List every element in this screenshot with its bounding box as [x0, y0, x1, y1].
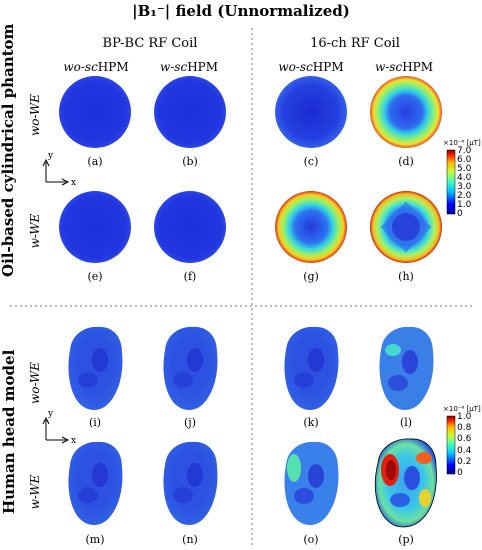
panel-label-g: (g) — [303, 270, 319, 283]
panel-label-m: (m) — [85, 533, 105, 546]
xy-axes-phantom — [42, 158, 70, 186]
panel-label-l: (l) — [399, 416, 413, 429]
colorbar-phantom-unit: ×10⁻⁶ [μT] — [443, 139, 481, 147]
panel-label-j: (j) — [184, 416, 196, 429]
panel-label-d: (d) — [398, 155, 414, 168]
cb-head-tick: 0.2 — [457, 457, 472, 467]
coil-label-16ch: 16-ch RF Coil — [310, 36, 400, 51]
panel-label-a: (a) — [87, 155, 103, 168]
cb-head-tick: 0.6 — [457, 434, 472, 444]
panel-i-head — [68, 326, 123, 410]
coil-label-bpbc: BP-BC RF Coil — [102, 36, 198, 51]
x-axis-label-2: x — [71, 436, 76, 446]
column-header-3: wo-scHPM — [278, 60, 344, 74]
colorbar-phantom-bar — [446, 149, 456, 215]
panel-o-head — [284, 441, 339, 525]
column-header-1: wo-scHPM — [63, 60, 129, 74]
panel-a-phantom — [59, 76, 131, 148]
cb-phantom-tick: 7.0 — [457, 146, 472, 156]
panel-c-phantom — [275, 76, 347, 148]
panel-h-phantom — [370, 191, 442, 263]
panel-label-e: (e) — [87, 270, 103, 283]
panel-label-p: (p) — [398, 533, 414, 546]
cb-phantom-tick: 2.0 — [457, 191, 472, 201]
y-axis-label-1: y — [47, 151, 54, 161]
panel-m-head — [68, 441, 123, 525]
panel-g-phantom — [275, 191, 347, 263]
panel-e-phantom — [59, 191, 131, 263]
panel-label-k: (k) — [303, 416, 319, 429]
cb-phantom-tick: 5.0 — [457, 164, 472, 174]
panel-l-head — [379, 326, 434, 410]
colorbar-head-bar — [446, 415, 456, 475]
panel-label-c: (c) — [303, 155, 319, 168]
cb-phantom-tick: 3.0 — [457, 182, 472, 192]
panel-f-phantom — [154, 191, 226, 263]
panel-k-head — [284, 326, 339, 410]
xy-axes-head — [42, 416, 70, 444]
panel-n-head — [163, 441, 218, 525]
panel-label-f: (f) — [183, 270, 197, 283]
panel-d-phantom — [370, 76, 442, 148]
panel-label-i: (i) — [88, 416, 102, 429]
panel-j-head — [163, 326, 218, 410]
panel-label-b: (b) — [182, 155, 198, 168]
x-axis-label-1: x — [71, 178, 76, 188]
cb-head-tick: 0 — [457, 468, 463, 478]
cb-phantom-tick: 6.0 — [457, 155, 472, 165]
cb-head-tick: 0.4 — [457, 446, 472, 456]
column-header-2: w-scHPM — [159, 60, 219, 74]
panel-label-h: (h) — [398, 270, 414, 283]
panel-b-phantom — [154, 76, 226, 148]
panel-p-head — [374, 438, 437, 528]
y-axis-label-2: y — [47, 409, 54, 419]
panel-label-n: (n) — [182, 533, 198, 546]
cb-phantom-tick: 0 — [457, 209, 463, 219]
panel-label-o: (o) — [303, 533, 319, 546]
cb-phantom-tick: 4.0 — [457, 173, 472, 183]
column-header-4: w-scHPM — [374, 60, 434, 74]
cb-phantom-tick: 1.0 — [457, 200, 472, 210]
figure-title: |B₁⁻| field (Unnormalized) — [132, 2, 350, 20]
cb-head-tick: 1.0 — [457, 412, 472, 422]
colorbar-head-unit: ×10⁻⁶ [μT] — [443, 405, 481, 413]
cb-head-tick: 0.8 — [457, 423, 472, 433]
